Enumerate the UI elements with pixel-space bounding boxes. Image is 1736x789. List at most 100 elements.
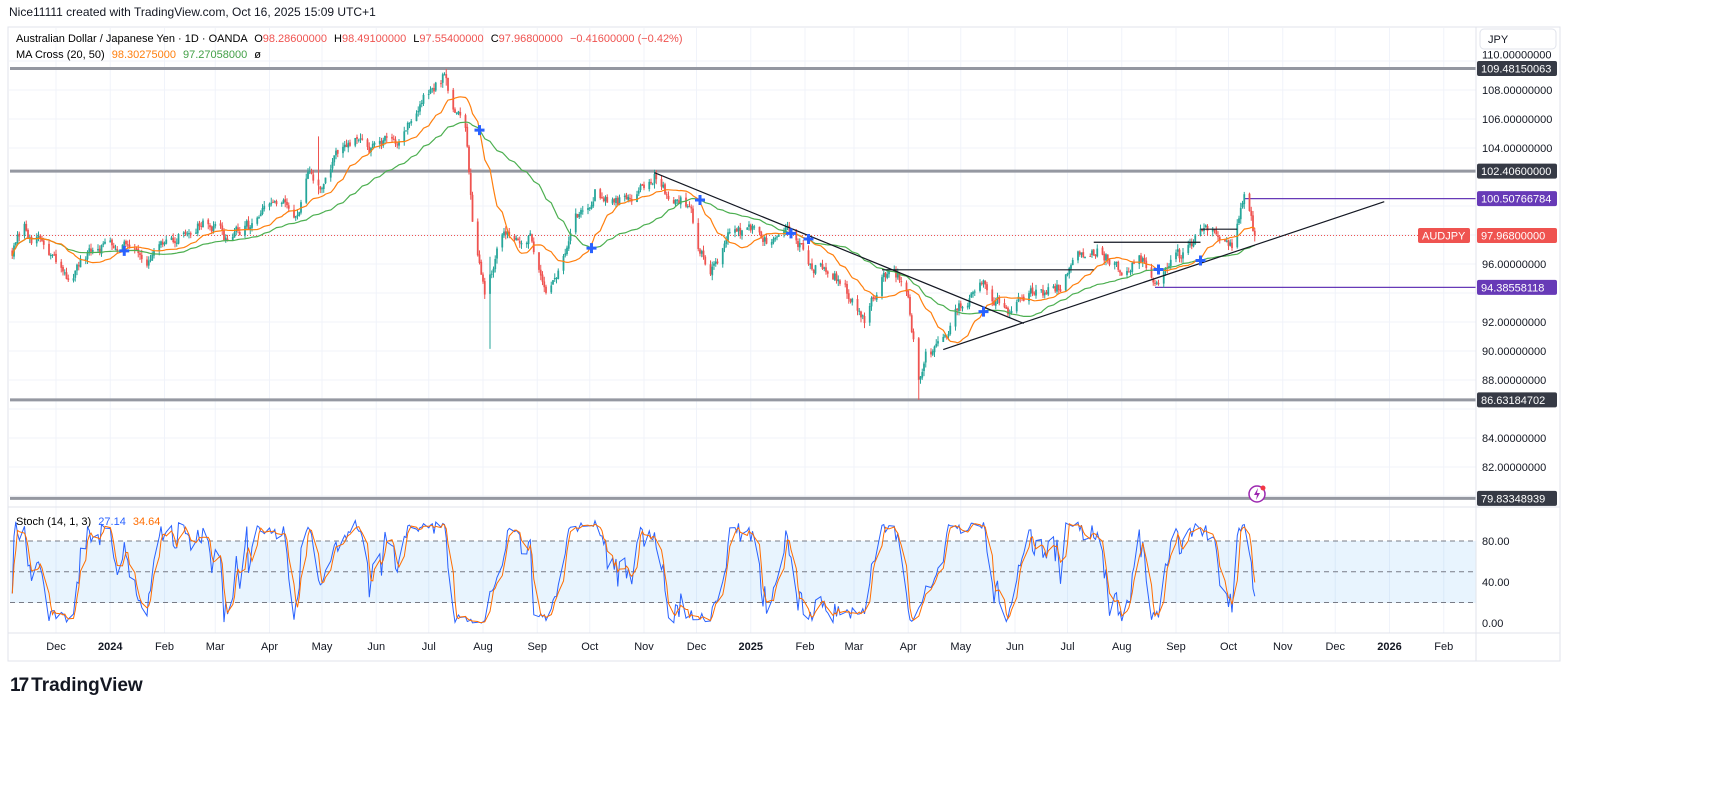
candle-body xyxy=(126,244,129,246)
candle-body xyxy=(133,248,136,250)
legend-line-stoch[interactable]: Stoch (14, 1, 3) 27.14 34.64 xyxy=(16,516,160,528)
candle-body xyxy=(798,242,801,248)
time-tick-label: Dec xyxy=(1325,641,1345,653)
candle-body xyxy=(851,298,854,303)
candle-body xyxy=(231,236,234,241)
candle-body xyxy=(1175,252,1177,260)
candle-body xyxy=(391,136,393,139)
candle-body xyxy=(538,252,540,270)
candle-body xyxy=(76,264,78,271)
candle-body xyxy=(469,173,472,195)
candle-body xyxy=(39,235,42,239)
time-tick-label: Jul xyxy=(1060,641,1074,653)
candle-body xyxy=(966,305,969,308)
candle-body xyxy=(1126,270,1128,275)
candle-body xyxy=(636,194,638,202)
candle-body xyxy=(664,184,666,194)
candle-body xyxy=(84,258,87,260)
time-tick-label: Jul xyxy=(422,641,436,653)
candle-body xyxy=(1007,307,1009,315)
candle-body xyxy=(1236,223,1239,248)
candle-body xyxy=(674,199,677,205)
candle-body xyxy=(970,293,973,298)
candle-body xyxy=(541,274,544,282)
candle-body xyxy=(1054,286,1057,292)
candle-body xyxy=(380,140,383,146)
candle-body xyxy=(1225,240,1228,242)
candle-body xyxy=(1045,291,1048,295)
candle-body xyxy=(198,223,201,227)
candle-body xyxy=(692,208,694,223)
candle-body xyxy=(385,136,388,138)
open-label: O xyxy=(254,33,263,45)
lightning-alert-icon[interactable] xyxy=(1248,485,1266,503)
candle-body xyxy=(405,130,407,132)
candle-body xyxy=(1138,255,1141,265)
candle-body xyxy=(860,311,862,318)
candle-body xyxy=(982,280,985,285)
candle-body xyxy=(807,250,810,265)
candle-body xyxy=(930,351,932,355)
candle-body xyxy=(1180,257,1183,259)
candle-body xyxy=(814,265,817,274)
candle-body xyxy=(650,181,652,184)
legend-line-ma[interactable]: MA Cross (20, 50) 98.30275000 97.2705800… xyxy=(16,49,261,61)
candle-body xyxy=(821,264,824,269)
candle-body xyxy=(1178,249,1181,259)
candle-body xyxy=(1206,225,1209,231)
candle-body xyxy=(653,173,656,184)
close-value: 97.96800000 xyxy=(499,33,563,45)
candle-body xyxy=(639,185,642,191)
candle-body xyxy=(62,266,64,272)
candle-body xyxy=(564,253,567,256)
candle-body xyxy=(49,255,52,257)
candle-body xyxy=(685,197,687,207)
ma-cross-title: MA Cross (20, 50) xyxy=(16,49,105,61)
candle-body xyxy=(1077,251,1079,261)
trend-line[interactable] xyxy=(943,201,1385,351)
candle-body xyxy=(900,281,903,283)
candle-body xyxy=(125,241,127,245)
candle-body xyxy=(221,225,224,231)
candle-body xyxy=(758,226,761,233)
price-axis[interactable]: 110.00000000 108.00000000 106.00000000 104.… xyxy=(1482,50,1552,630)
candle-body xyxy=(872,296,875,299)
candle-body xyxy=(415,113,418,122)
candle-body xyxy=(849,298,852,302)
trend-line[interactable] xyxy=(654,172,1024,325)
time-tick-label: May xyxy=(950,641,971,653)
candle-body xyxy=(329,169,332,178)
candle-body xyxy=(986,284,988,291)
candle-body xyxy=(795,231,798,241)
candle-body xyxy=(762,238,764,242)
candle-body xyxy=(147,260,150,266)
candle-body xyxy=(1106,254,1109,260)
candle-body xyxy=(886,274,889,278)
candle-body xyxy=(531,234,533,242)
candle-body xyxy=(1152,278,1155,283)
time-axis[interactable]: Dec 2024 Feb Mar Apr May Jun Jul Aug Sep Oct Nov Dec… xyxy=(46,641,1453,653)
candle-body xyxy=(422,94,425,104)
low-value: 97.55400000 xyxy=(419,33,483,45)
candle-body xyxy=(427,94,430,96)
candle-body xyxy=(431,88,434,90)
currency-button[interactable] xyxy=(1479,28,1557,50)
tradingview-logo[interactable]: 17 TradingView xyxy=(10,675,143,697)
candle-body xyxy=(888,271,890,275)
candle-body xyxy=(770,242,773,245)
candle-body xyxy=(1176,249,1179,252)
time-tick-label: Aug xyxy=(1112,641,1132,653)
candle-body xyxy=(1033,292,1036,295)
ma-cross-markers xyxy=(119,125,1206,317)
trend-lines[interactable] xyxy=(654,172,1385,351)
candle-body xyxy=(735,228,738,232)
candle-body xyxy=(662,184,665,188)
candle-body xyxy=(1071,260,1074,266)
candle-body xyxy=(1252,215,1254,232)
candle-body xyxy=(748,224,750,227)
candle-body xyxy=(1028,293,1030,302)
candle-body xyxy=(765,237,768,244)
candle-body xyxy=(77,265,80,267)
candle-body xyxy=(723,243,726,249)
